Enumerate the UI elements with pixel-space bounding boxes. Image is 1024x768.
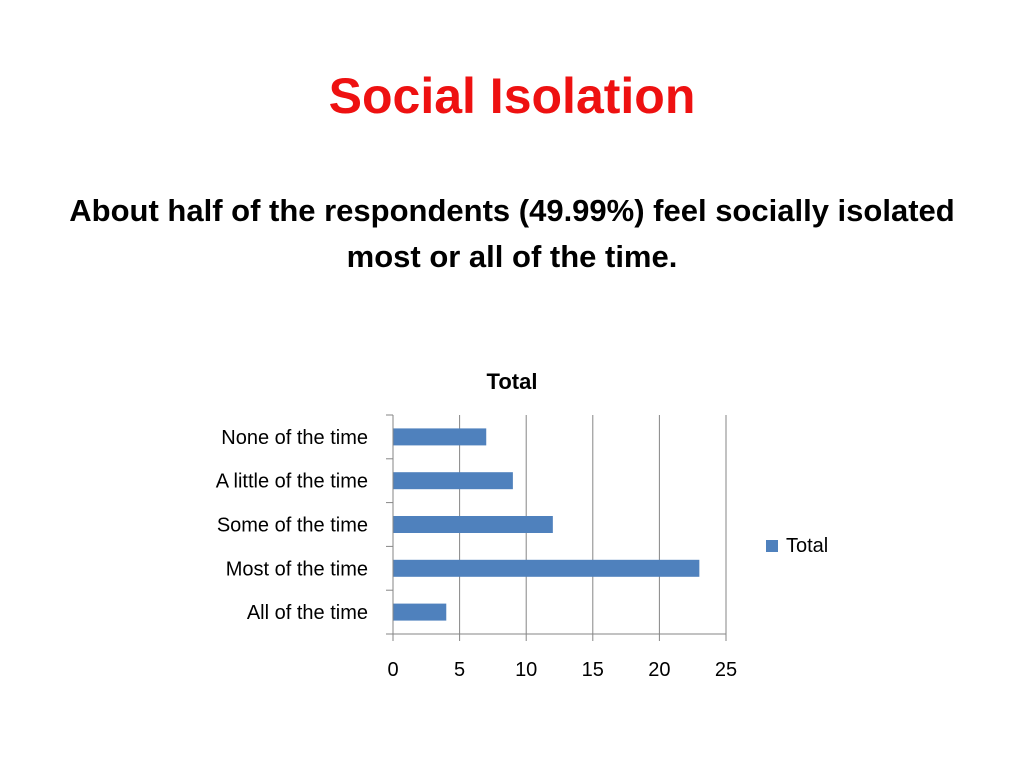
chart-legend: Total — [766, 535, 828, 557]
x-tick-label: 10 — [515, 659, 537, 681]
x-tick-label: 20 — [648, 659, 670, 681]
category-label: All of the time — [247, 602, 368, 624]
chart-bars — [393, 428, 700, 621]
bar — [393, 559, 700, 577]
x-tick-label: 25 — [715, 659, 737, 681]
chart-gridlines — [459, 415, 727, 634]
bar — [393, 472, 513, 490]
bar — [393, 428, 487, 446]
slide-title: Social Isolation — [328, 68, 696, 124]
category-label: None of the time — [221, 427, 368, 449]
bar — [393, 516, 553, 533]
category-label: A little of the time — [216, 471, 368, 493]
x-tick-label: 15 — [582, 659, 604, 681]
slide-subtitle: About half of the respondents (49.99%) f… — [69, 193, 955, 274]
chart-title: Total — [487, 369, 538, 394]
category-label: Some of the time — [217, 515, 368, 537]
chart-axes: None of the time A little of the time Some… — [216, 414, 737, 681]
bar — [393, 603, 447, 621]
legend-label: Total — [786, 535, 828, 557]
legend-swatch — [766, 540, 778, 552]
x-tick-label: 0 — [387, 659, 398, 681]
category-label: Most of the time — [226, 558, 368, 580]
x-tick-label: 5 — [454, 659, 465, 681]
